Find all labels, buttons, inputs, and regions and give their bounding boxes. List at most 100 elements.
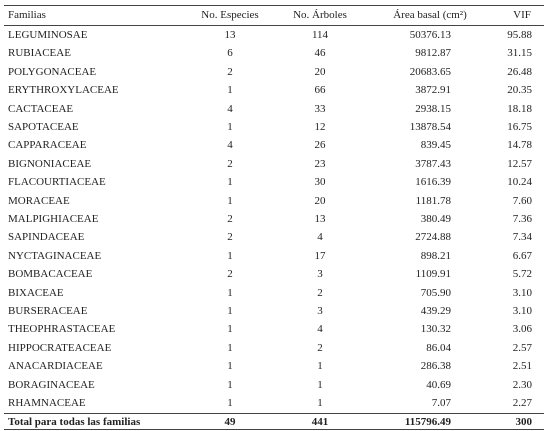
vif: 2.51 <box>512 360 532 373</box>
family: ANACARDIACEAE <box>8 360 103 373</box>
vif: 7.36 <box>512 213 532 225</box>
species-count: 1 <box>227 397 233 409</box>
species-count: 6 <box>227 47 233 60</box>
species-count: 1 <box>227 84 233 97</box>
tree-count: 66 <box>314 84 326 97</box>
vif: 5.72 <box>512 268 532 281</box>
family: FLACOURTIACEAE <box>8 176 106 189</box>
vif: 95.88 <box>507 29 532 41</box>
basal-area: 40.69 <box>426 378 451 391</box>
family: MORACEAE <box>8 194 70 207</box>
basal-area: 1181.78 <box>415 194 451 207</box>
family: BIGNONIACEAE <box>8 157 92 170</box>
basal-area: 1616.39 <box>415 176 451 189</box>
family: SAPINDACEAE <box>8 231 85 244</box>
column-header: VIF <box>513 9 531 21</box>
header-rule <box>4 25 544 26</box>
basal-area: 130.32 <box>420 323 451 336</box>
tree-count: 26 <box>314 139 326 152</box>
tree-count: 4 <box>317 231 323 244</box>
tree-count: 2 <box>317 286 323 299</box>
basal-area: 3872.91 <box>415 84 451 97</box>
tree-count: 1 <box>317 360 323 373</box>
vif: 6.67 <box>512 249 532 262</box>
vif: 2.57 <box>512 341 532 354</box>
tree-count: 30 <box>314 176 326 189</box>
tree-count: 1 <box>317 378 323 391</box>
species-count: 1 <box>227 360 233 373</box>
species-count: 2 <box>227 231 233 244</box>
basal-area: 3787.43 <box>415 157 451 170</box>
family: THEOPHRASTACEAE <box>8 323 116 336</box>
vif: 2.30 <box>512 378 532 391</box>
basal-area: 86.04 <box>426 341 451 354</box>
column-header: No. Árboles <box>293 9 347 21</box>
basal-area: 380.49 <box>420 213 451 225</box>
family: SAPOTACEAE <box>8 121 79 133</box>
tree-count: 114 <box>311 29 329 41</box>
basal-area: 839.45 <box>420 139 451 152</box>
basal-area: 286.38 <box>420 360 451 373</box>
family: BOMBACACEAE <box>8 268 93 281</box>
species-count: 4 <box>227 139 233 152</box>
tree-count: 3 <box>317 305 323 317</box>
species-count: 1 <box>227 176 233 189</box>
total-family: Total para todas las familias <box>8 416 141 428</box>
species-count: 1 <box>227 305 233 317</box>
family: LEGUMINOSAE <box>8 29 88 41</box>
species-count: 1 <box>227 249 233 262</box>
vif: 14.78 <box>507 139 532 152</box>
species-count: 2 <box>227 65 233 78</box>
tree-count: 46 <box>314 47 326 60</box>
tree-count: 2 <box>317 341 323 354</box>
tree-count: 20 <box>314 194 326 207</box>
basal-area: 439.29 <box>420 305 451 317</box>
total-tree-count: 441 <box>311 416 329 428</box>
family: CAPPARACEAE <box>8 139 87 152</box>
vif: 16.75 <box>507 121 532 133</box>
family: POLYGONACEAE <box>8 65 97 78</box>
tree-count: 17 <box>314 249 326 262</box>
species-count: 13 <box>224 29 236 41</box>
vif: 26.48 <box>507 65 532 78</box>
column-header: Área basal (cm²) <box>393 9 467 21</box>
basal-area: 9812.87 <box>415 47 451 60</box>
species-count: 1 <box>227 194 233 207</box>
top-rule <box>4 5 544 6</box>
total-species-count: 49 <box>224 416 236 428</box>
basal-area: 20683.65 <box>409 65 451 78</box>
vif: 3.06 <box>512 323 532 336</box>
basal-area: 2938.15 <box>415 102 451 115</box>
total-rule <box>4 413 544 414</box>
species-count: 1 <box>227 286 233 299</box>
family: BORAGINACEAE <box>8 378 95 391</box>
family: MALPIGHIACEAE <box>8 213 99 225</box>
tree-count: 4 <box>317 323 323 336</box>
species-count: 2 <box>227 213 233 225</box>
vif: 3.10 <box>512 286 532 299</box>
species-count: 1 <box>227 323 233 336</box>
family: CACTACEAE <box>8 102 74 115</box>
basal-area: 705.90 <box>420 286 451 299</box>
species-count: 2 <box>227 268 233 281</box>
vif: 31.15 <box>507 47 532 60</box>
basal-area: 7.07 <box>431 397 451 409</box>
family: ERYTHROXYLACEAE <box>8 84 119 97</box>
family: RHAMNACEAE <box>8 397 86 409</box>
basal-area: 898.21 <box>420 249 451 262</box>
vif: 20.35 <box>507 84 532 97</box>
family: HIPPOCRATEACEAE <box>8 341 112 354</box>
vif: 18.18 <box>507 102 532 115</box>
vif: 10.24 <box>507 176 532 189</box>
basal-area: 13878.54 <box>409 121 451 133</box>
tree-count: 3 <box>317 268 323 281</box>
family: NYCTAGINACEAE <box>8 249 102 262</box>
tree-count: 1 <box>317 397 323 409</box>
family: RUBIACEAE <box>8 47 71 60</box>
family: BURSERACEAE <box>8 305 88 317</box>
total-vif: 300 <box>515 416 533 428</box>
tree-count: 33 <box>314 102 326 115</box>
basal-area: 2724.88 <box>415 231 451 244</box>
vif: 2.27 <box>512 397 532 409</box>
basal-area: 1109.91 <box>415 268 451 281</box>
